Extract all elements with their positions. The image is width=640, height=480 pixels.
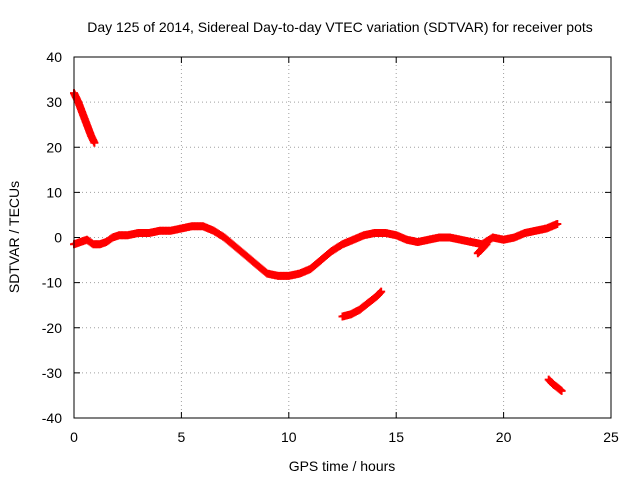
data-point: [263, 269, 272, 278]
data-point: [241, 251, 250, 260]
data-point: [87, 131, 96, 140]
data-point: [488, 233, 497, 242]
series-segment-dip: [473, 240, 491, 258]
data-point: [413, 238, 422, 247]
data-point: [74, 98, 83, 107]
data-point: [370, 228, 379, 237]
data-point: [317, 256, 326, 265]
data-point: [220, 233, 229, 242]
data-point: [531, 226, 540, 235]
x-axis-label: GPS time / hours: [289, 458, 396, 474]
data-point: [338, 312, 347, 321]
data-point: [381, 228, 390, 237]
data-point: [78, 109, 87, 118]
y-tick-label: -40: [42, 410, 62, 426]
series-segment-3: [544, 375, 566, 395]
data-point: [198, 222, 207, 231]
data-point: [402, 235, 411, 244]
data-point: [521, 228, 530, 237]
data-point: [166, 226, 175, 235]
data-point: [349, 235, 358, 244]
chart-title: Day 125 of 2014, Sidereal Day-to-day VTE…: [87, 19, 593, 35]
data-point: [557, 386, 566, 395]
x-tick-label: 20: [496, 429, 512, 445]
y-tick-label: 0: [54, 230, 62, 246]
data-point: [338, 240, 347, 249]
data-point: [82, 120, 91, 129]
y-axis-label: SDTVAR / TECUs: [6, 181, 22, 293]
data-point: [424, 235, 433, 244]
data-point: [95, 240, 104, 249]
data-point: [327, 247, 336, 256]
data-point: [209, 226, 218, 235]
data-point: [499, 235, 508, 244]
data-point: [473, 249, 482, 258]
data-point: [359, 231, 368, 240]
data-point: [553, 383, 562, 392]
data-point: [364, 298, 373, 307]
tick-labels: 0 5 10 15 20 25 -40 -30 -20 -10 0 10 20 30 40: [42, 49, 619, 445]
data-point: [510, 233, 519, 242]
data-point: [542, 224, 551, 233]
grid: [74, 57, 611, 418]
data-point: [467, 238, 476, 247]
series-segment-main: [70, 219, 562, 280]
data-point: [482, 240, 491, 249]
data-point: [231, 242, 240, 251]
data-point: [377, 287, 386, 296]
data-point: [306, 265, 315, 274]
data-point: [435, 233, 444, 242]
y-tick-label: 30: [46, 94, 62, 110]
series-segment-1: [70, 89, 99, 147]
data-point: [188, 222, 197, 231]
data-point: [347, 310, 356, 319]
series-segment-2: [338, 287, 386, 321]
data-point: [553, 219, 562, 228]
y-tick-label: 10: [46, 184, 62, 200]
data-point: [478, 244, 487, 253]
data-point: [549, 380, 558, 389]
y-tick-label: -10: [42, 275, 62, 291]
data-point: [392, 231, 401, 240]
data-point: [134, 228, 143, 237]
x-tick-label: 15: [388, 429, 404, 445]
data-point: [90, 138, 99, 147]
data-point: [123, 231, 132, 240]
data-point: [108, 233, 117, 242]
y-tick-label: 20: [46, 139, 62, 155]
data-point: [295, 269, 304, 278]
data-point: [155, 226, 164, 235]
data-marks: [70, 89, 566, 395]
data-point: [115, 231, 124, 240]
data-point: [274, 271, 283, 280]
data-point: [372, 292, 381, 301]
data-point: [456, 235, 465, 244]
data-point: [252, 260, 261, 269]
x-tick-label: 25: [603, 429, 619, 445]
data-point: [82, 235, 91, 244]
y-tick-label: 40: [46, 49, 62, 65]
x-tick-label: 10: [281, 429, 297, 445]
data-point: [76, 238, 85, 247]
data-point: [145, 228, 154, 237]
y-tick-label: -20: [42, 320, 62, 336]
data-point: [355, 305, 364, 314]
x-tick-label: 5: [178, 429, 186, 445]
data-point: [284, 271, 293, 280]
plot-frame: [73, 56, 612, 419]
data-point: [544, 375, 553, 384]
x-tick-label: 0: [70, 429, 78, 445]
data-point: [445, 233, 454, 242]
data-point: [177, 224, 186, 233]
y-tick-label: -30: [42, 365, 62, 381]
data-point: [102, 238, 111, 247]
